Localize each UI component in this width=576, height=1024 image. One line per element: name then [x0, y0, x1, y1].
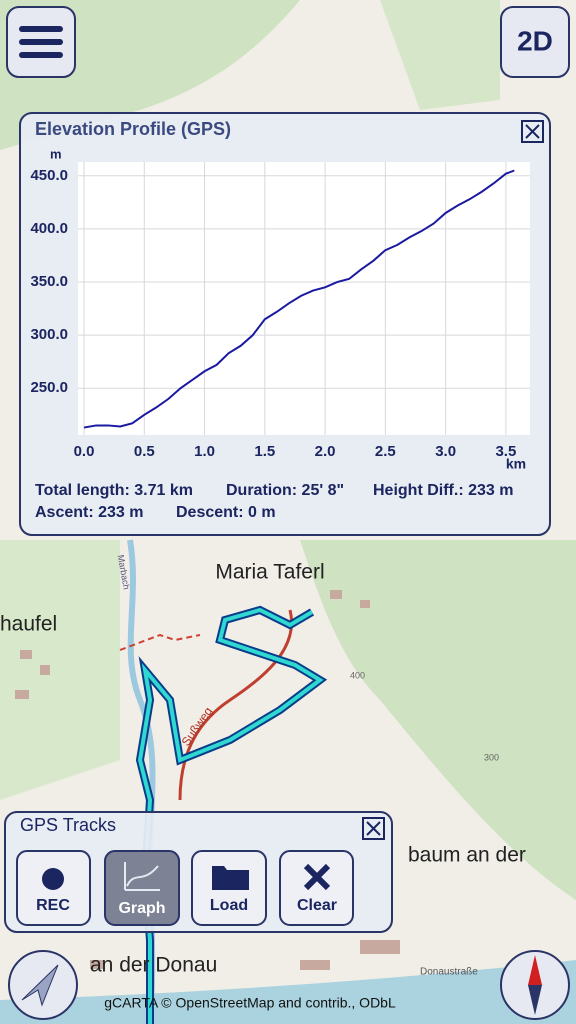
x-tick-label: 3.0: [435, 443, 456, 460]
path: [119, 633, 201, 651]
x-tick-label: 0.0: [74, 443, 95, 460]
graph-button[interactable]: Graph: [104, 850, 180, 926]
y-tick-label: 400.0: [30, 220, 68, 237]
forest: [0, 540, 120, 800]
stat: Height Diff.: 233 m: [373, 482, 513, 499]
view-label: 2D: [517, 25, 553, 56]
elevation-line: [83, 169, 515, 429]
stat: Descent: 0 m: [176, 504, 276, 521]
stat: Duration: 25' 8": [226, 482, 344, 499]
button-label: Clear: [297, 897, 337, 914]
y-tick-label: 350.0: [30, 273, 68, 290]
button-label: REC: [36, 897, 70, 914]
button-label: Load: [210, 897, 248, 914]
x-tick-label: 2.0: [315, 443, 336, 460]
map-label: 400: [350, 670, 365, 680]
tracks-panel: GPS Tracks REC Graph Load Clear: [4, 811, 393, 933]
y-axis-label: m: [50, 146, 62, 161]
map-label: an der Donau: [90, 954, 217, 977]
elevation-panel: Elevation Profile (GPS) 250.0 300.0 350.0 4…: [19, 112, 551, 536]
y-tick-label: 450.0: [30, 167, 68, 184]
load-button[interactable]: Load: [191, 850, 267, 926]
attribution: gCARTA © OpenStreetMap and contrib., ODb…: [104, 995, 396, 1011]
button-label: Graph: [118, 900, 165, 917]
close-button[interactable]: [362, 817, 385, 840]
map-label: baum an der: [408, 844, 526, 867]
panel-title: Elevation Profile (GPS): [35, 119, 231, 139]
map-label: Maria Taferl: [215, 561, 324, 584]
buildings: [15, 590, 400, 970]
stat: Ascent: 233 m: [35, 504, 144, 521]
clear-button[interactable]: Clear: [279, 850, 354, 926]
forest: [300, 540, 576, 900]
x-tick-label: 2.5: [375, 443, 396, 460]
x-axis-label: km: [506, 456, 526, 472]
panel-title: GPS Tracks: [20, 815, 116, 835]
river: [0, 960, 576, 1024]
rec-button[interactable]: REC: [16, 850, 91, 926]
menu-button[interactable]: [6, 6, 76, 78]
x-tick-label: 0.5: [134, 443, 155, 460]
map-label: Donaustraße: [420, 967, 478, 978]
x-tick-label: 3.5: [495, 443, 516, 460]
forest: [380, 0, 500, 110]
x-tick-label: 1.5: [254, 443, 275, 460]
x-tick-label: 1.0: [194, 443, 215, 460]
stat: Total length: 3.71 km: [35, 482, 193, 499]
map-label: 300: [484, 752, 499, 762]
y-tick-label: 300.0: [30, 326, 68, 343]
compass-button[interactable]: [500, 950, 570, 1020]
map-label: haufel: [0, 613, 57, 636]
y-tick-label: 250.0: [30, 379, 68, 396]
close-button[interactable]: [521, 120, 544, 143]
view-button[interactable]: 2D: [500, 6, 570, 78]
locate-button[interactable]: [8, 950, 78, 1020]
